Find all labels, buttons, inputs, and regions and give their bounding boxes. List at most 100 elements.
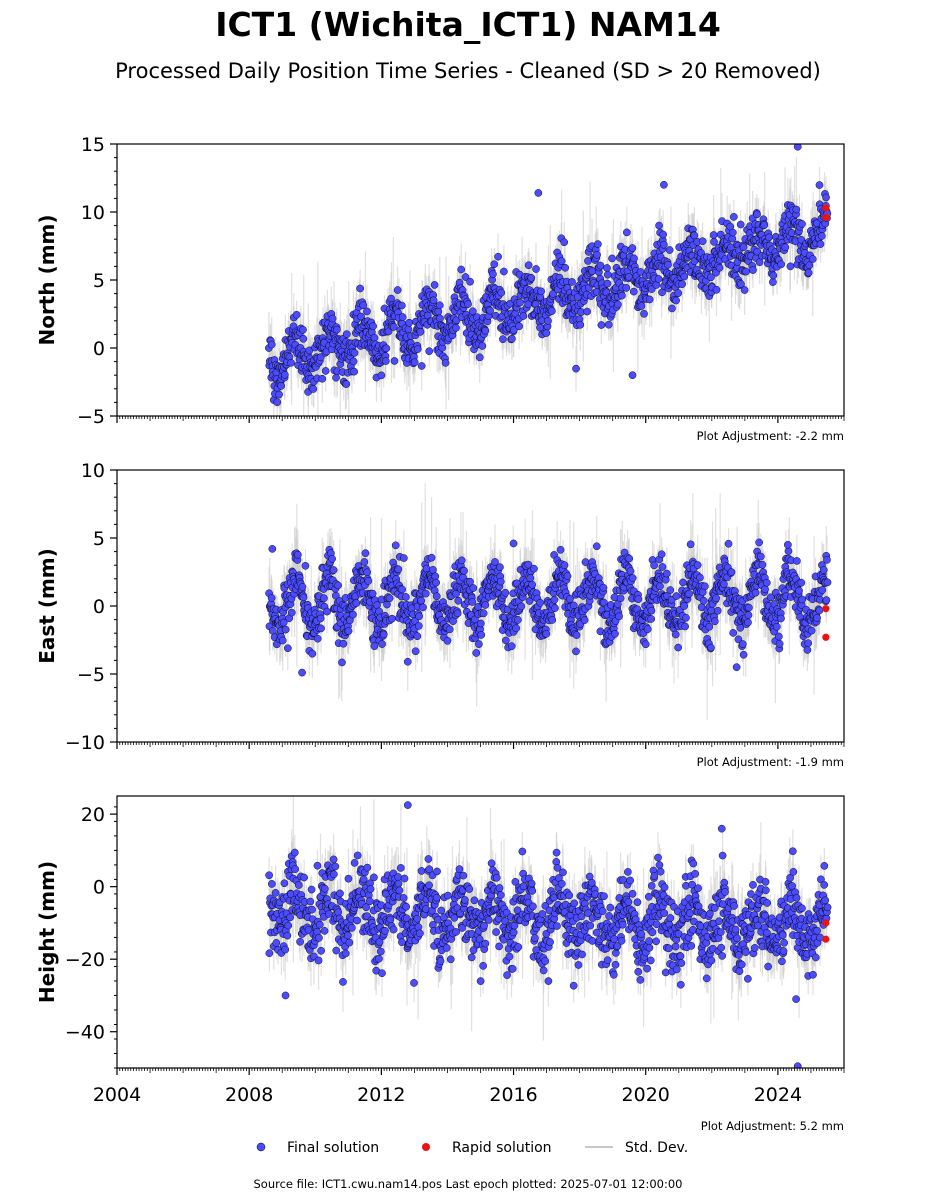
final-point	[385, 594, 394, 603]
final-point	[390, 357, 399, 365]
final-point	[524, 560, 533, 569]
final-point	[618, 291, 626, 300]
final-point	[432, 592, 441, 601]
final-point	[436, 314, 444, 323]
final-point	[549, 289, 557, 298]
final-point	[583, 307, 591, 316]
final-point	[665, 246, 674, 254]
final-point	[281, 370, 289, 379]
final-point	[400, 554, 408, 562]
final-point	[659, 240, 668, 249]
final-point	[710, 238, 718, 246]
final-point	[622, 284, 631, 292]
final-point	[798, 220, 806, 228]
final-point	[494, 252, 502, 261]
final-point	[333, 325, 341, 334]
final-point	[368, 589, 377, 598]
final-point	[512, 624, 520, 633]
final-point	[542, 629, 551, 638]
final-point	[508, 334, 516, 343]
final-point	[363, 568, 371, 577]
final-point	[815, 181, 824, 189]
final-point	[434, 307, 443, 316]
final-point	[781, 243, 790, 252]
final-point	[281, 625, 290, 634]
final-point	[739, 243, 748, 252]
final-point	[415, 612, 423, 621]
final-point	[441, 359, 450, 367]
final-point	[625, 273, 633, 281]
final-point	[613, 300, 622, 309]
final-point	[560, 561, 569, 570]
final-point	[273, 398, 282, 407]
final-point	[740, 286, 749, 294]
final-point	[417, 362, 426, 370]
final-point	[283, 644, 292, 653]
final-point	[287, 608, 296, 617]
final-point	[317, 624, 325, 633]
final-point	[572, 364, 580, 373]
final-point	[491, 558, 499, 566]
final-point	[350, 349, 359, 357]
final-point	[594, 240, 602, 248]
final-point	[658, 288, 666, 297]
final-point	[429, 296, 438, 305]
final-point	[332, 373, 340, 382]
final-point	[572, 647, 580, 656]
final-point	[313, 634, 322, 643]
final-point	[500, 267, 508, 276]
final-point	[514, 616, 522, 624]
final-point	[403, 657, 412, 666]
final-point	[496, 563, 504, 572]
final-point	[568, 278, 576, 286]
final-point	[393, 286, 402, 294]
final-point	[461, 273, 470, 281]
final-point	[413, 632, 422, 641]
final-point	[537, 287, 545, 296]
final-point	[769, 278, 777, 286]
final-point	[429, 566, 437, 574]
final-point	[519, 312, 528, 320]
final-point	[636, 268, 645, 276]
final-point	[640, 310, 648, 318]
final-point	[793, 144, 802, 151]
final-point	[608, 254, 616, 263]
final-point	[299, 334, 308, 343]
final-point	[338, 658, 346, 667]
final-point	[318, 374, 327, 383]
final-point	[267, 340, 276, 349]
final-point	[481, 601, 490, 609]
final-point	[534, 189, 543, 197]
final-point	[454, 596, 463, 605]
final-point	[468, 598, 477, 606]
final-point	[628, 371, 637, 380]
final-point	[680, 272, 689, 281]
final-point	[516, 298, 524, 307]
final-point	[350, 367, 358, 376]
final-point	[502, 636, 510, 645]
final-point	[507, 642, 516, 650]
final-point	[398, 313, 407, 321]
final-point	[475, 640, 483, 648]
final-point	[361, 549, 370, 558]
final-point	[294, 550, 302, 559]
final-point	[328, 314, 337, 323]
rapid-point	[822, 204, 830, 212]
final-point	[391, 541, 400, 550]
final-point	[411, 647, 420, 656]
plot-area-east	[265, 483, 832, 720]
final-point	[804, 268, 813, 277]
final-point	[279, 618, 288, 627]
final-point	[414, 622, 423, 630]
final-point	[323, 607, 331, 616]
final-point	[672, 296, 680, 305]
final-point	[572, 631, 581, 639]
final-point	[342, 330, 351, 338]
rapid-solution-points-north	[822, 204, 830, 222]
final-point	[452, 324, 460, 332]
final-point	[497, 288, 506, 297]
final-point	[596, 261, 605, 270]
final-point	[655, 221, 663, 230]
final-point	[405, 318, 414, 327]
final-point	[486, 306, 494, 315]
